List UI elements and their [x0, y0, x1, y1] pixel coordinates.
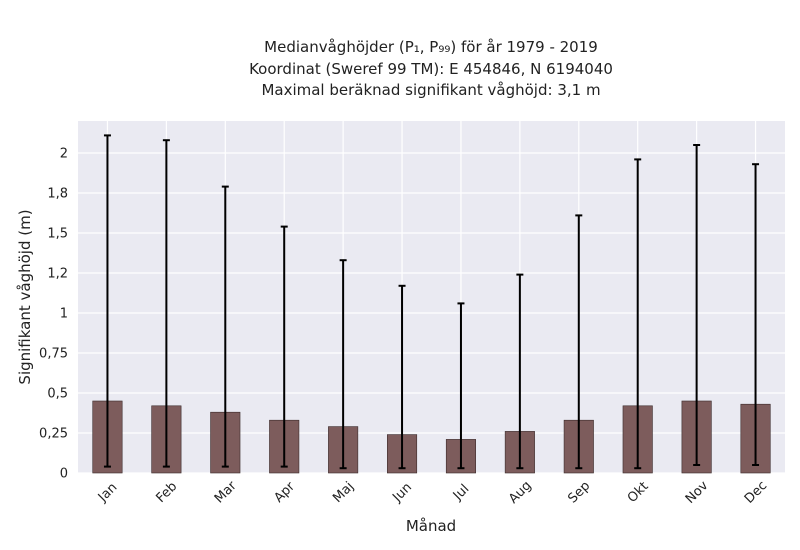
errorbar-sep — [575, 214, 583, 470]
y-tick-label: 2 — [60, 147, 68, 162]
plot-area — [78, 121, 785, 473]
errorbar-aug — [516, 273, 524, 470]
errorbar-dec — [752, 163, 760, 466]
x-tick-label: Sep — [565, 479, 593, 507]
chart-title: Medianvåghöjder (P₁, P₉₉) för år 1979 - … — [264, 38, 598, 56]
x-tick-labels: Jan Feb Mar Apr Maj Jun Jul Aug Sep Okt Nov Dec — [95, 478, 770, 507]
x-tick-label: Jul — [450, 482, 472, 504]
x-tick-label: Mar — [212, 478, 240, 506]
errorbar-feb — [162, 139, 170, 468]
errorbar-mar — [221, 185, 229, 468]
errorbar-layer — [103, 134, 760, 470]
errorbar-jan — [103, 134, 111, 468]
y-tick-label: 0,5 — [47, 387, 68, 402]
x-tick-label: Nov — [683, 478, 712, 507]
x-tick-label: Dec — [742, 478, 770, 506]
y-tick-label: 1 — [60, 307, 68, 322]
chart-subtitle-max-wave: Maximal beräknad signifikant våghöjd: 3,… — [261, 81, 600, 99]
x-tick-label: Jan — [95, 480, 120, 505]
chart-subtitle-coordinates: Koordinat (Sweref 99 TM): E 454846, N 61… — [249, 60, 613, 78]
x-tick-label: Okt — [625, 479, 652, 506]
y-tick-label: 0,75 — [39, 347, 68, 362]
y-tick-label: 1,2 — [47, 267, 68, 282]
y-tick-label: 1,8 — [47, 187, 68, 202]
errorbar-maj — [339, 259, 347, 470]
errorbar-apr — [280, 225, 288, 468]
errorbar-jun — [398, 284, 406, 470]
x-axis-label: Månad — [406, 517, 456, 535]
y-tick-labels: 0 0,25 0,5 0,75 1 1,2 1,5 1,8 2 — [39, 147, 68, 482]
x-tick-label: Apr — [271, 479, 298, 506]
y-tick-label: 0 — [60, 467, 68, 482]
errorbar-okt — [634, 158, 642, 470]
x-tick-label: Aug — [506, 478, 535, 507]
errorbar-jul — [457, 302, 465, 470]
y-tick-label: 0,25 — [39, 427, 68, 442]
y-axis-label: Signifikant våghöjd (m) — [16, 209, 34, 384]
y-tick-label: 1,5 — [47, 227, 68, 242]
x-tick-label: Jun — [389, 480, 415, 506]
x-tick-label: Feb — [153, 479, 180, 506]
errorbar-nov — [693, 144, 701, 466]
x-tick-label: Maj — [330, 479, 357, 506]
